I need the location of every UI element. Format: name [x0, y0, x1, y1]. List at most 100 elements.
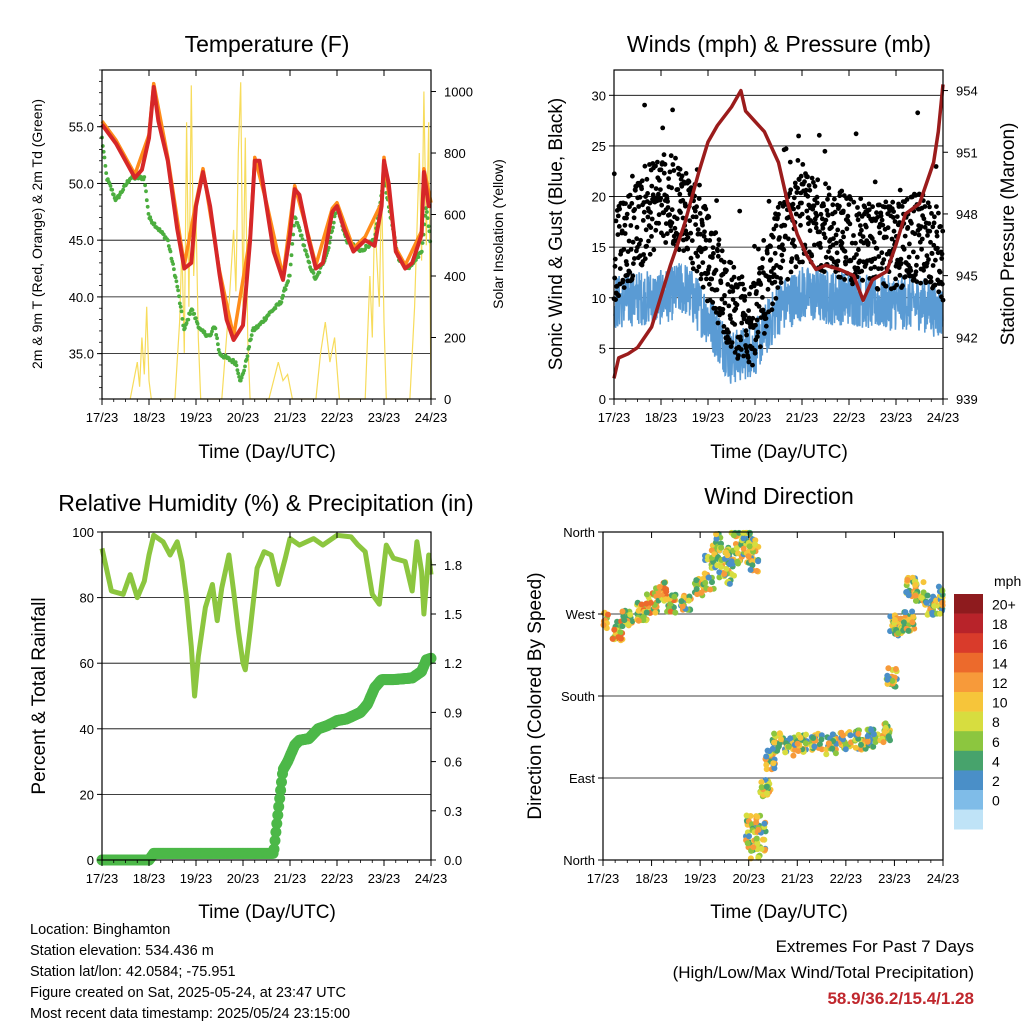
direction-point	[920, 579, 927, 586]
precip-point	[269, 835, 281, 847]
dewpoint-point	[311, 271, 316, 275]
gust-point	[872, 264, 877, 270]
dewpoint-point	[188, 312, 192, 316]
dewpoint-point	[302, 243, 307, 248]
gust-point	[780, 242, 785, 248]
gust-point	[921, 216, 927, 222]
gust-point	[669, 207, 675, 213]
gust-point	[820, 225, 826, 231]
gust-point	[632, 256, 637, 261]
gust-point	[902, 233, 908, 239]
gust-point	[814, 194, 820, 200]
direction-point	[884, 676, 891, 683]
dewpoint-point	[416, 255, 421, 259]
gust-point	[922, 224, 928, 230]
direction-point	[882, 720, 889, 727]
direction-point	[802, 740, 809, 747]
gust-point	[892, 219, 898, 224]
gust-point	[783, 146, 789, 152]
x-tick-label: 21/23	[781, 871, 814, 886]
gust-point	[624, 262, 630, 267]
gust-point	[756, 304, 762, 309]
gust-point	[795, 204, 801, 210]
winds-y2label: Station Pressure (Maroon)	[998, 123, 1019, 346]
gust-point	[632, 207, 638, 212]
direction-point	[905, 627, 912, 634]
dewpoint-point	[179, 309, 184, 314]
dewpoint-point	[286, 279, 290, 284]
colorbar-label: 0	[992, 793, 1000, 809]
gust-point	[700, 222, 705, 228]
gust-point	[719, 248, 725, 254]
gust-point	[673, 155, 678, 161]
direction-point	[891, 616, 898, 623]
dewpoint-point	[177, 294, 181, 299]
dewpoint-point	[177, 301, 182, 306]
gust-point	[738, 337, 744, 343]
gust-point	[742, 313, 748, 318]
direction-point	[635, 607, 642, 614]
y2-tick-label: 951	[956, 145, 978, 160]
y-tick-label: 45.0	[69, 233, 94, 248]
winds-ylabel: Sonic Wind & Gust (Blue, Black)	[546, 98, 567, 370]
solar-insolation-line	[129, 82, 432, 400]
gust-point	[914, 262, 919, 268]
gust-point	[661, 233, 666, 239]
precip-point	[270, 826, 282, 838]
direction-point	[785, 743, 792, 750]
gust-point	[879, 217, 885, 223]
direction-point	[662, 596, 669, 603]
gust-point	[741, 353, 746, 359]
gust-point	[693, 222, 698, 228]
gust-point	[876, 254, 882, 259]
gust-point	[738, 347, 744, 352]
gust-point	[824, 208, 830, 213]
gust-point	[834, 240, 839, 246]
gust-point	[758, 315, 764, 320]
dewpoint-point	[298, 228, 302, 233]
y2-tick-label: 948	[956, 207, 978, 222]
y2-tick-label: 0.6	[444, 755, 462, 770]
gust-point	[663, 240, 669, 245]
y-tick-label: 50.0	[69, 176, 94, 191]
dewpoint-point	[300, 237, 305, 242]
direction-point	[931, 602, 938, 609]
gust-point	[695, 227, 701, 233]
temperature-y2label: Solar Insolation (Yellow)	[490, 159, 506, 309]
dewpoint-point	[148, 215, 153, 220]
gust-point	[933, 257, 938, 263]
gust-point	[659, 202, 665, 208]
gust-point	[649, 183, 655, 189]
gust-point	[803, 187, 809, 193]
gust-point	[613, 218, 619, 224]
gust-point	[897, 187, 903, 193]
y2-tick-label: 1.2	[444, 656, 462, 671]
direction-point	[761, 820, 768, 827]
gust-point	[715, 248, 720, 254]
x-tick-label: 22/23	[830, 871, 863, 886]
gust-point	[883, 283, 889, 289]
gust-point	[649, 234, 654, 239]
gust-point	[855, 217, 861, 223]
gust-point	[631, 215, 637, 221]
dewpoint-point	[281, 293, 285, 298]
gust-point	[773, 296, 779, 301]
dewpoint-point	[183, 326, 187, 330]
gust-point	[855, 265, 861, 271]
direction-point	[810, 735, 817, 741]
gust-point	[932, 214, 937, 220]
gust-point	[656, 191, 661, 197]
direction-point	[870, 731, 877, 738]
colorbar-swatch	[954, 711, 983, 732]
direction-point	[749, 562, 756, 569]
gust-point	[706, 214, 712, 220]
gust-point	[732, 322, 738, 327]
gust-point	[834, 250, 840, 256]
direction-point	[672, 609, 679, 616]
gust-point	[906, 254, 912, 260]
gust-point	[826, 185, 832, 191]
direction-point	[909, 608, 916, 615]
gust-point	[912, 231, 918, 237]
gust-point	[626, 238, 632, 244]
gust-point	[930, 263, 936, 268]
